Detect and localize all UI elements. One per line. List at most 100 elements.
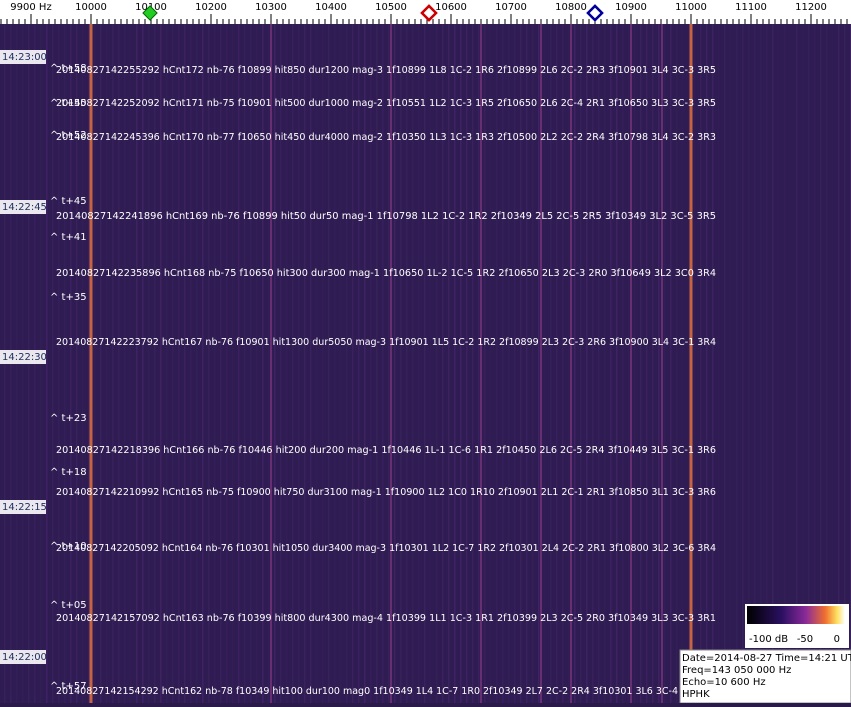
- streak: [688, 24, 690, 703]
- streak: [670, 24, 672, 703]
- streak: [160, 24, 162, 703]
- frequency-markers: [142, 4, 604, 22]
- signal-line: [480, 24, 482, 703]
- streak: [556, 24, 558, 703]
- streak: [268, 24, 270, 703]
- time-label: 14:23:00: [2, 52, 47, 63]
- streak: [388, 24, 390, 703]
- streak: [196, 24, 198, 703]
- streak: [658, 24, 660, 703]
- streak: [724, 24, 726, 703]
- overlay-labels: 14:23:00 14:22:45 14:22:30 14:22:15 14:22:00…: [0, 50, 716, 697]
- streak: [262, 24, 264, 703]
- streak: [538, 24, 540, 703]
- signal-line: [540, 24, 542, 703]
- streak: [796, 24, 798, 703]
- streak: [94, 24, 96, 703]
- streak: [370, 24, 372, 703]
- streak: [280, 24, 282, 703]
- offset-label: ^ t+55: [50, 98, 87, 109]
- streak: [616, 24, 618, 703]
- time-label-bg: [0, 200, 46, 214]
- streak: [628, 24, 630, 703]
- color-scale-label: -100 dB: [749, 634, 788, 645]
- streak: [766, 24, 768, 703]
- info-line: HPHK: [682, 689, 710, 700]
- offset-label: ^ t+23: [50, 413, 87, 424]
- streak: [448, 24, 450, 703]
- streak: [112, 24, 114, 703]
- streak: [844, 24, 846, 703]
- info-line: Freq=143 050 000 Hz: [682, 665, 791, 676]
- offset-label: ^ t+05: [50, 600, 87, 611]
- streak: [472, 24, 474, 703]
- time-label-bg: [0, 350, 46, 364]
- streak: [436, 24, 438, 703]
- streak: [586, 24, 588, 703]
- carrier-line: [89, 24, 93, 703]
- streak: [604, 24, 606, 703]
- streak: [88, 24, 90, 703]
- streak: [664, 24, 666, 703]
- streak: [178, 24, 180, 703]
- streak: [532, 24, 534, 703]
- streak: [742, 24, 744, 703]
- streak: [706, 24, 708, 703]
- streak: [634, 24, 636, 703]
- streak: [520, 24, 522, 703]
- streak: [640, 24, 642, 703]
- time-label-bg: [0, 500, 46, 514]
- streak: [166, 24, 168, 703]
- streak: [304, 24, 306, 703]
- info-box: Date=2014-08-27 Time=14:21 UTC Freq=143 …: [679, 649, 851, 704]
- streak: [652, 24, 654, 703]
- streak: [454, 24, 456, 703]
- info-line: Date=2014-08-27 Time=14:21 UTC: [682, 653, 851, 664]
- streak: [292, 24, 294, 703]
- frequency-tick-label: 10700: [495, 2, 527, 13]
- streak: [598, 24, 600, 703]
- streak: [82, 24, 84, 703]
- marker-blue: [586, 4, 604, 22]
- streak: [238, 24, 240, 703]
- frequency-tick-label: 9900 Hz: [10, 2, 51, 13]
- frequency-tick-label: 10800: [555, 2, 587, 13]
- streak: [340, 24, 342, 703]
- streak: [712, 24, 714, 703]
- time-label-bg: [0, 50, 46, 64]
- streak: [754, 24, 756, 703]
- color-scale-label: 0: [834, 634, 840, 645]
- streak: [700, 24, 702, 703]
- frequency-tick-label: 11200: [795, 2, 827, 13]
- offset-label: ^ t+35: [50, 292, 87, 303]
- frequency-tick-label: 10000: [75, 2, 107, 13]
- streak: [214, 24, 216, 703]
- time-label: 14:22:45: [2, 202, 47, 213]
- waterfall-background: [0, 24, 851, 703]
- log-line: 20140827142223792 hCnt167 nb-76 f10901 h…: [56, 337, 716, 348]
- streak: [826, 24, 828, 703]
- streak: [208, 24, 210, 703]
- streak: [322, 24, 324, 703]
- streak: [466, 24, 468, 703]
- streak: [676, 24, 678, 703]
- streak: [220, 24, 222, 703]
- streak: [562, 24, 564, 703]
- carrier-line: [689, 24, 693, 703]
- streak: [358, 24, 360, 703]
- streak: [760, 24, 762, 703]
- streak: [592, 24, 594, 703]
- streak: [364, 24, 366, 703]
- color-scale-bar: [747, 606, 845, 624]
- frequency-tick-label: 11000: [675, 2, 707, 13]
- log-line: 20140827142210992 hCnt165 nb-75 f10900 h…: [56, 487, 716, 498]
- streak: [106, 24, 108, 703]
- streak: [736, 24, 738, 703]
- streak: [100, 24, 102, 703]
- streak: [46, 24, 48, 703]
- streak: [172, 24, 174, 703]
- frequency-tick-label: 10600: [435, 2, 467, 13]
- streak: [478, 24, 480, 703]
- streak: [496, 24, 498, 703]
